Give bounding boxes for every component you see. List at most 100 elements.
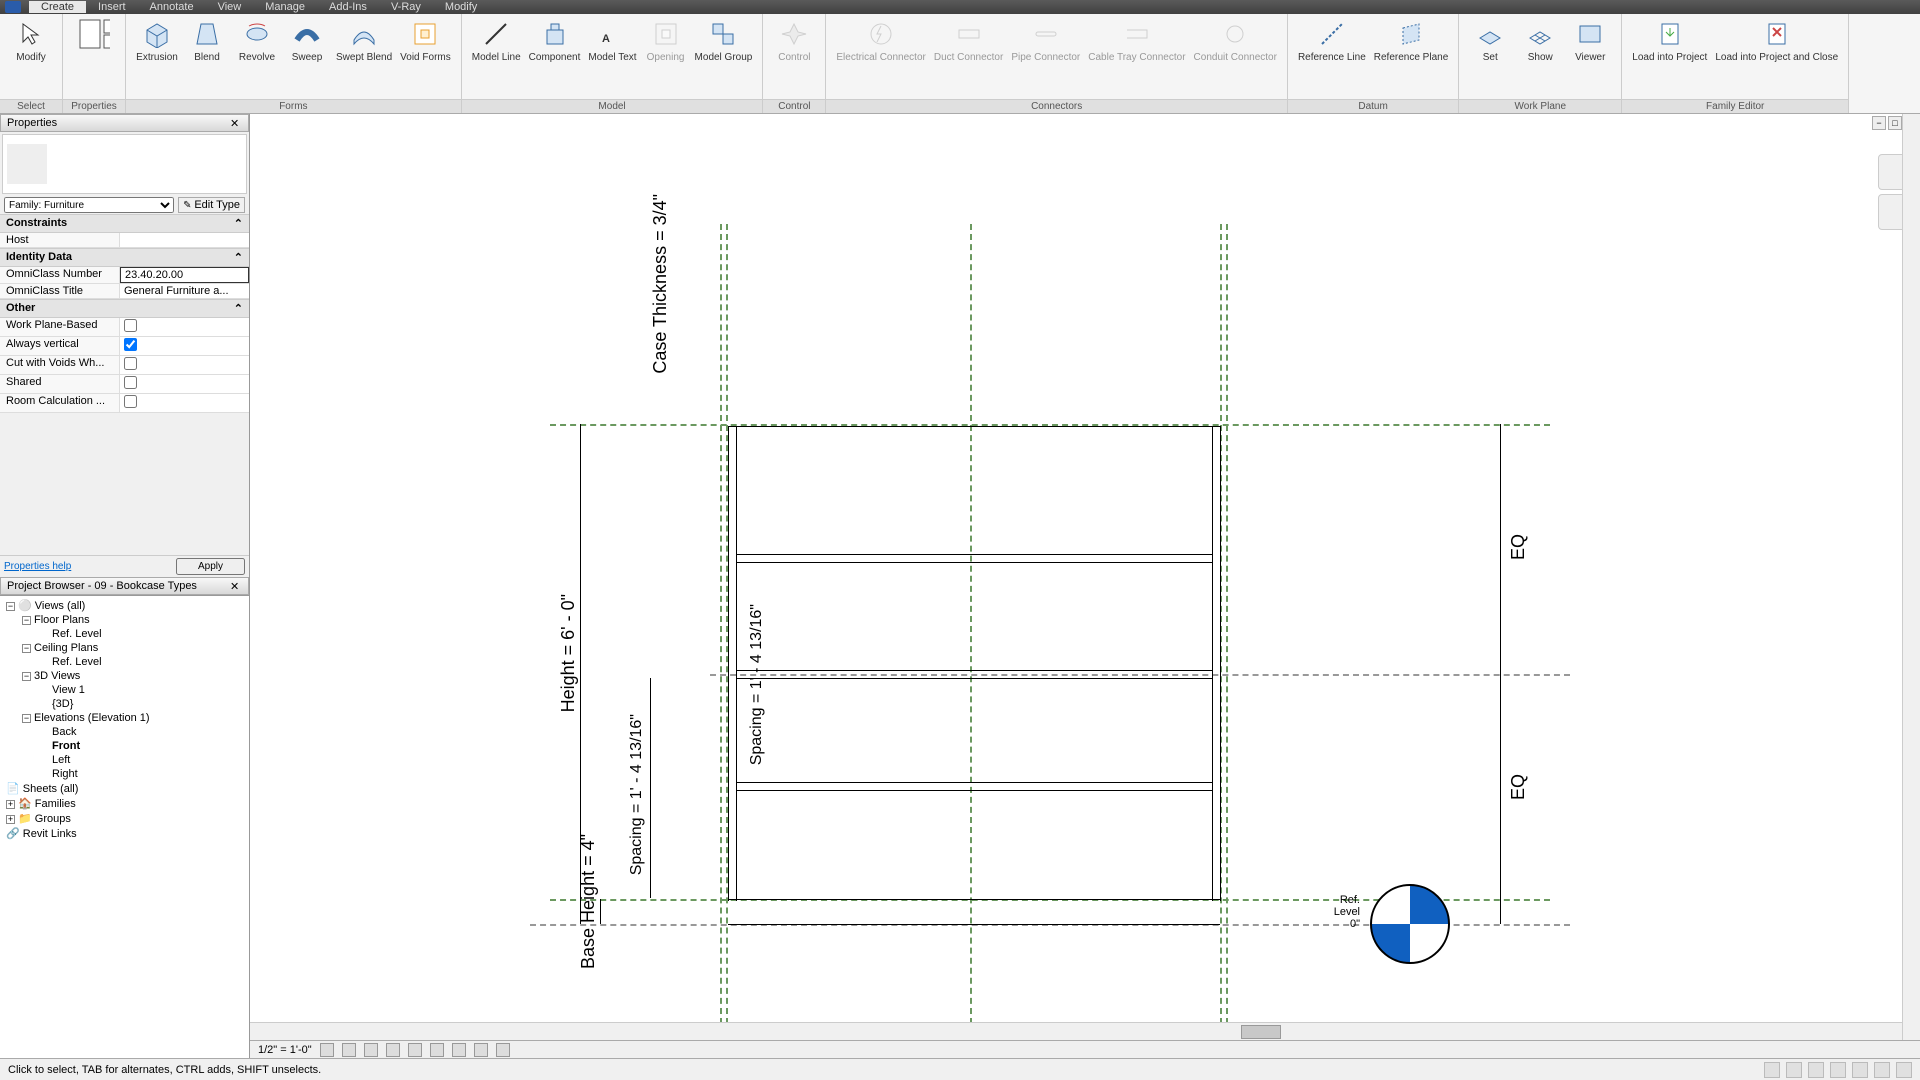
prop-cut-voids[interactable]: Cut with Voids Wh... — [0, 356, 249, 375]
show-workplane-button[interactable]: Show — [1515, 16, 1565, 97]
shadows-icon[interactable] — [386, 1043, 400, 1057]
swept-blend-button[interactable]: Swept Blend — [332, 16, 396, 97]
prop-room-calc[interactable]: Room Calculation ... — [0, 394, 249, 413]
minimize-view-icon[interactable]: − — [1872, 116, 1886, 130]
app-logo-icon[interactable] — [5, 1, 21, 13]
shelf-1-top[interactable] — [736, 554, 1212, 555]
properties-close-icon[interactable]: ✕ — [230, 117, 242, 129]
load-close-button[interactable]: Load into Project and Close — [1711, 16, 1842, 97]
horizontal-scrollbar[interactable] — [250, 1022, 1902, 1040]
component-button[interactable]: Component — [525, 16, 585, 97]
status-icon-3[interactable] — [1808, 1062, 1824, 1078]
maximize-view-icon[interactable]: □ — [1888, 116, 1902, 130]
vertical-checkbox[interactable] — [124, 338, 137, 351]
menu-view[interactable]: View — [206, 1, 254, 13]
set-workplane-button[interactable]: Set — [1465, 16, 1515, 97]
bookcase-left-inner[interactable] — [736, 426, 737, 901]
other-header[interactable]: Other⌃ — [0, 299, 249, 318]
tree-right[interactable]: Right — [2, 767, 247, 781]
prop-always-vertical[interactable]: Always vertical — [0, 337, 249, 356]
lock-3d-icon[interactable] — [452, 1043, 466, 1057]
status-icon-1[interactable] — [1764, 1062, 1780, 1078]
ref-plane-center[interactable] — [970, 224, 972, 1024]
tree-elevations[interactable]: −Elevations (Elevation 1) — [2, 711, 247, 725]
status-filter-icon[interactable] — [1896, 1062, 1912, 1078]
menu-insert[interactable]: Insert — [86, 1, 138, 13]
bookcase-right-outer[interactable] — [1220, 426, 1221, 901]
shelf-3-top[interactable] — [736, 782, 1212, 783]
tree-view1[interactable]: View 1 — [2, 683, 247, 697]
bookcase-left-outer[interactable] — [728, 426, 729, 901]
view-scale[interactable]: 1/2" = 1'-0" — [258, 1044, 312, 1056]
menu-modify[interactable]: Modify — [433, 1, 489, 13]
void-forms-button[interactable]: Void Forms — [396, 16, 455, 97]
temp-hide-icon[interactable] — [474, 1043, 488, 1057]
tree-front[interactable]: Front — [2, 739, 247, 753]
tree-groups[interactable]: +📁 Groups — [2, 811, 247, 826]
sweep-button[interactable]: Sweep — [282, 16, 332, 97]
tree-reflevel-1[interactable]: Ref. Level — [2, 627, 247, 641]
dim-base-height[interactable]: Base Height = 4" — [578, 834, 599, 969]
roomcalc-checkbox[interactable] — [124, 395, 137, 408]
identity-header[interactable]: Identity Data⌃ — [0, 248, 249, 267]
prop-omniclass-number[interactable]: OmniClass Number23.40.20.00 — [0, 267, 249, 284]
vertical-scrollbar[interactable] — [1902, 114, 1920, 1040]
bookcase-base-bot[interactable] — [728, 924, 1220, 925]
tree-left[interactable]: Left — [2, 753, 247, 767]
modify-button[interactable]: Modify — [6, 16, 56, 97]
visual-style-icon[interactable] — [342, 1043, 356, 1057]
tree-3dviews[interactable]: −3D Views — [2, 669, 247, 683]
detail-level-icon[interactable] — [320, 1043, 334, 1057]
extrusion-button[interactable]: Extrusion — [132, 16, 182, 97]
shelf-2-bot[interactable] — [736, 678, 1212, 679]
dim-height[interactable]: Height = 6' - 0" — [558, 594, 579, 712]
status-icon-5[interactable] — [1852, 1062, 1868, 1078]
prop-shared[interactable]: Shared — [0, 375, 249, 394]
shelf-2-top[interactable] — [736, 670, 1212, 671]
tree-views[interactable]: −⚪ Views (all) — [2, 598, 247, 613]
properties-button[interactable] — [69, 16, 119, 97]
browser-close-icon[interactable]: ✕ — [230, 580, 242, 592]
menu-manage[interactable]: Manage — [253, 1, 317, 13]
ref-plane-mid[interactable] — [710, 674, 1570, 676]
crop-view-icon[interactable] — [408, 1043, 422, 1057]
dim-eq-1[interactable]: EQ — [1508, 534, 1529, 560]
level-marker[interactable]: Ref. Level 0" — [1370, 884, 1450, 964]
apply-button[interactable]: Apply — [176, 558, 245, 575]
cutvoids-checkbox[interactable] — [124, 357, 137, 370]
properties-help-link[interactable]: Properties help — [4, 561, 71, 572]
ref-plane-left[interactable] — [720, 224, 722, 1024]
menu-addins[interactable]: Add-Ins — [317, 1, 379, 13]
dim-spacing-1[interactable]: Spacing = 1' - 4 13/16" — [748, 604, 766, 765]
sun-path-icon[interactable] — [364, 1043, 378, 1057]
drawing-canvas[interactable]: − □ ✕ — [250, 114, 1920, 1040]
blend-button[interactable]: Blend — [182, 16, 232, 97]
tree-floorplans[interactable]: −Floor Plans — [2, 613, 247, 627]
dim-case-thickness[interactable]: Case Thickness = 3/4" — [650, 194, 671, 374]
revolve-button[interactable]: Revolve — [232, 16, 282, 97]
bookcase-base-top[interactable] — [728, 899, 1220, 900]
menu-create[interactable]: Create — [29, 1, 86, 13]
reference-plane-button[interactable]: Reference Plane — [1370, 16, 1453, 97]
model-text-button[interactable]: AModel Text — [584, 16, 640, 97]
family-type-select[interactable]: Family: Furniture — [4, 197, 174, 213]
tree-sheets[interactable]: 📄 Sheets (all) — [2, 781, 247, 796]
tree-reflevel-2[interactable]: Ref. Level — [2, 655, 247, 669]
shelf-1-bot[interactable] — [736, 562, 1212, 563]
prop-workplane-based[interactable]: Work Plane-Based — [0, 318, 249, 337]
menu-annotate[interactable]: Annotate — [138, 1, 206, 13]
dim-spacing-2[interactable]: Spacing = 1' - 4 13/16" — [628, 714, 646, 875]
crop-region-icon[interactable] — [430, 1043, 444, 1057]
shelf-3-bot[interactable] — [736, 790, 1212, 791]
bookcase-top[interactable] — [728, 426, 1220, 427]
edit-type-button[interactable]: ✎ Edit Type — [178, 197, 245, 213]
menu-vray[interactable]: V-Ray — [379, 1, 433, 13]
tree-back[interactable]: Back — [2, 725, 247, 739]
bookcase-right-inner[interactable] — [1212, 426, 1213, 901]
tree-3d[interactable]: {3D} — [2, 697, 247, 711]
level-symbol-icon[interactable] — [1370, 884, 1450, 964]
dim-eq-2[interactable]: EQ — [1508, 774, 1529, 800]
model-line-button[interactable]: Model Line — [468, 16, 525, 97]
reference-line-button[interactable]: Reference Line — [1294, 16, 1370, 97]
shared-checkbox[interactable] — [124, 376, 137, 389]
